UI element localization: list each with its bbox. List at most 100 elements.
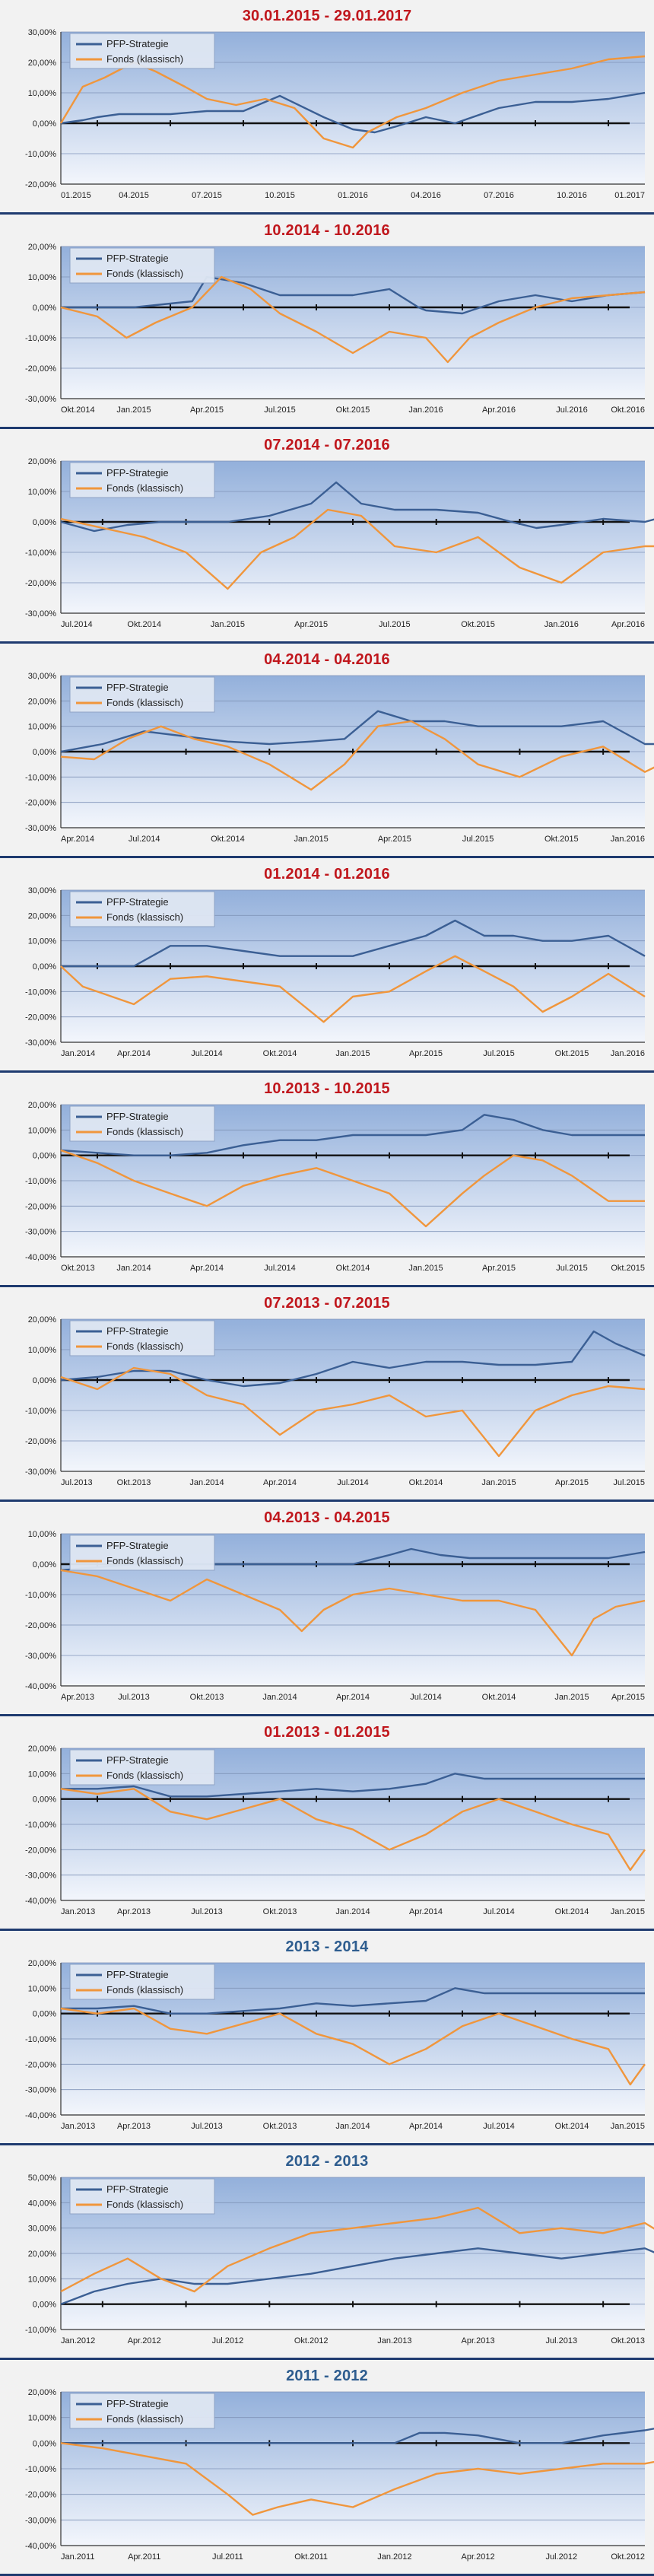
legend-label: PFP-Strategie [106, 2183, 169, 2195]
y-tick-label: -40,00% [25, 2542, 56, 2551]
x-tick-label: Jul.2014 [191, 1049, 223, 1058]
y-tick-label: 30,00% [28, 28, 57, 37]
chart-panel: 10.2014 - 10.2016 20,00% 10,00% 0,00% -10,00… [0, 215, 654, 429]
legend-label: Fonds (klassisch) [106, 1984, 183, 1996]
x-tick-label: 04.2015 [119, 191, 149, 200]
series-line-pfp-strategie [61, 919, 646, 968]
y-tick-label: -20,00% [25, 2060, 56, 2069]
x-tick-label: Jul.2015 [462, 835, 494, 844]
x-tick-label: Apr.2015 [482, 1264, 516, 1273]
legend-label: Fonds (klassisch) [106, 2199, 183, 2210]
line-chart: 20,00% 10,00% 0,00% -10,00% -20,00% -30,00% -4… [25, 1959, 646, 2131]
x-tick-label: Okt.2013 [61, 1264, 95, 1273]
x-tick-label: Okt.2014 [61, 405, 95, 415]
y-tick-label: -10,00% [25, 334, 56, 343]
y-tick-label: -40,00% [25, 1897, 56, 1906]
y-tick-label: 10,00% [28, 1126, 57, 1135]
x-tick-label: Jul.2014 [61, 620, 93, 629]
legend-box [69, 2178, 215, 2215]
legend: PFP-Strategie Fonds (klassisch) [69, 33, 215, 69]
y-tick-label: -10,00% [25, 2035, 56, 2044]
y-tick-label: -10,00% [25, 773, 56, 782]
series-line-fonds-klassisch [60, 1788, 646, 1872]
y-tick-label: 0,00% [33, 1560, 56, 1569]
x-tick-label: Jan.2014 [335, 1907, 370, 1916]
chart-title: 2012 - 2013 [285, 2153, 369, 2170]
y-tick-label: -30,00% [25, 609, 56, 619]
x-tick-label: Jan.2015 [611, 1907, 645, 1916]
x-tick-label: Okt.2014 [555, 2122, 589, 2131]
y-tick-label: -10,00% [25, 549, 56, 558]
y-tick-label: 0,00% [33, 518, 56, 527]
series-line-pfp-strategie [61, 2428, 654, 2444]
series-line-fonds-klassisch [60, 720, 654, 791]
y-tick-label: 20,00% [28, 2388, 57, 2397]
legend: PFP-Strategie Fonds (klassisch) [69, 676, 215, 713]
x-tick-label: Jul.2014 [483, 1907, 515, 1916]
x-tick-label: Jul.2013 [61, 1478, 93, 1487]
y-tick-label: 0,00% [33, 748, 56, 757]
y-tick-label: -30,00% [25, 1652, 56, 1661]
x-tick-label: Okt.2012 [294, 2336, 329, 2345]
y-tick-label: -20,00% [25, 1202, 56, 1211]
x-tick-label: Jul.2011 [212, 2552, 243, 2562]
y-tick-label: -20,00% [25, 180, 56, 189]
y-tick-label: -10,00% [25, 1821, 56, 1830]
x-tick-label: Jul.2013 [191, 2122, 223, 2131]
y-tick-label: -30,00% [25, 1872, 56, 1881]
x-tick-label: Jul.2013 [118, 1693, 150, 1702]
y-tick-label: 0,00% [33, 2010, 56, 2019]
line-chart: 20,00% 10,00% 0,00% -10,00% -20,00% -30,00% -4… [25, 1744, 646, 1916]
y-tick-label: 30,00% [28, 886, 57, 895]
chart-title: 04.2013 - 04.2015 [264, 1509, 390, 1526]
legend: PFP-Strategie Fonds (klassisch) [69, 1105, 215, 1142]
legend: PFP-Strategie Fonds (klassisch) [69, 1964, 215, 2000]
x-tick-label: Okt.2014 [482, 1693, 516, 1702]
legend-box [69, 1105, 215, 1142]
legend-box [69, 891, 215, 927]
x-tick-label: Okt.2015 [544, 835, 579, 844]
x-tick-label: Okt.2015 [461, 620, 495, 629]
legend: PFP-Strategie Fonds (klassisch) [69, 1749, 215, 1786]
x-tick-label: Jan.2016 [611, 1049, 645, 1058]
x-tick-label: Okt.2013 [263, 2122, 297, 2131]
x-tick-label: Apr.2015 [294, 620, 328, 629]
legend-label: Fonds (klassisch) [106, 911, 183, 923]
x-tick-label: Jan.2013 [377, 2336, 411, 2345]
y-tick-label: 10,00% [28, 488, 57, 497]
legend-label: Fonds (klassisch) [106, 1555, 183, 1566]
y-tick-label: 10,00% [28, 1346, 57, 1355]
y-tick-label: 20,00% [28, 911, 57, 921]
series-line-fonds-klassisch [60, 955, 646, 1023]
y-tick-label: -20,00% [25, 799, 56, 808]
y-tick-label: 30,00% [28, 2225, 57, 2234]
x-tick-label: Jul.2015 [379, 620, 411, 629]
series-line-pfp-strategie [60, 481, 654, 533]
line-chart: 30,00% 20,00% 10,00% 0,00% -10,00% -20,00% -30… [25, 672, 654, 844]
series-line-pfp-strategie [61, 1987, 645, 2015]
y-tick-label: -20,00% [25, 1621, 56, 1630]
series-line-fonds-klassisch [60, 1149, 645, 1228]
series-line-fonds-klassisch [60, 2206, 654, 2293]
legend-box [69, 676, 215, 713]
x-tick-label: Jan.2014 [189, 1478, 224, 1487]
legend-label: PFP-Strategie [106, 896, 169, 908]
x-tick-label: Jan.2014 [335, 2122, 370, 2131]
x-tick-label: Jul.2014 [337, 1478, 369, 1487]
x-tick-label: Okt.2015 [611, 1264, 645, 1273]
legend: PFP-Strategie Fonds (klassisch) [69, 891, 215, 927]
y-tick-label: -20,00% [25, 1013, 56, 1022]
x-tick-label: Jul.2012 [545, 2552, 577, 2562]
x-tick-label: Jan.2014 [61, 1049, 95, 1058]
x-tick-label: Jul.2014 [483, 2122, 515, 2131]
chart-panel: 2012 - 2013 50,00% 40,00% 30,00% 20,00% 10,00… [0, 2145, 654, 2360]
x-tick-label: Apr.2015 [555, 1478, 589, 1487]
x-tick-label: Okt.2014 [409, 1478, 443, 1487]
y-tick-label: -30,00% [25, 824, 56, 833]
x-tick-label: Apr.2013 [117, 2122, 151, 2131]
y-tick-label: 20,00% [28, 1315, 57, 1325]
x-tick-label: Apr.2015 [611, 1693, 645, 1702]
legend-box [69, 462, 215, 498]
y-tick-label: 10,00% [28, 937, 57, 946]
series-line-pfp-strategie [61, 275, 646, 315]
